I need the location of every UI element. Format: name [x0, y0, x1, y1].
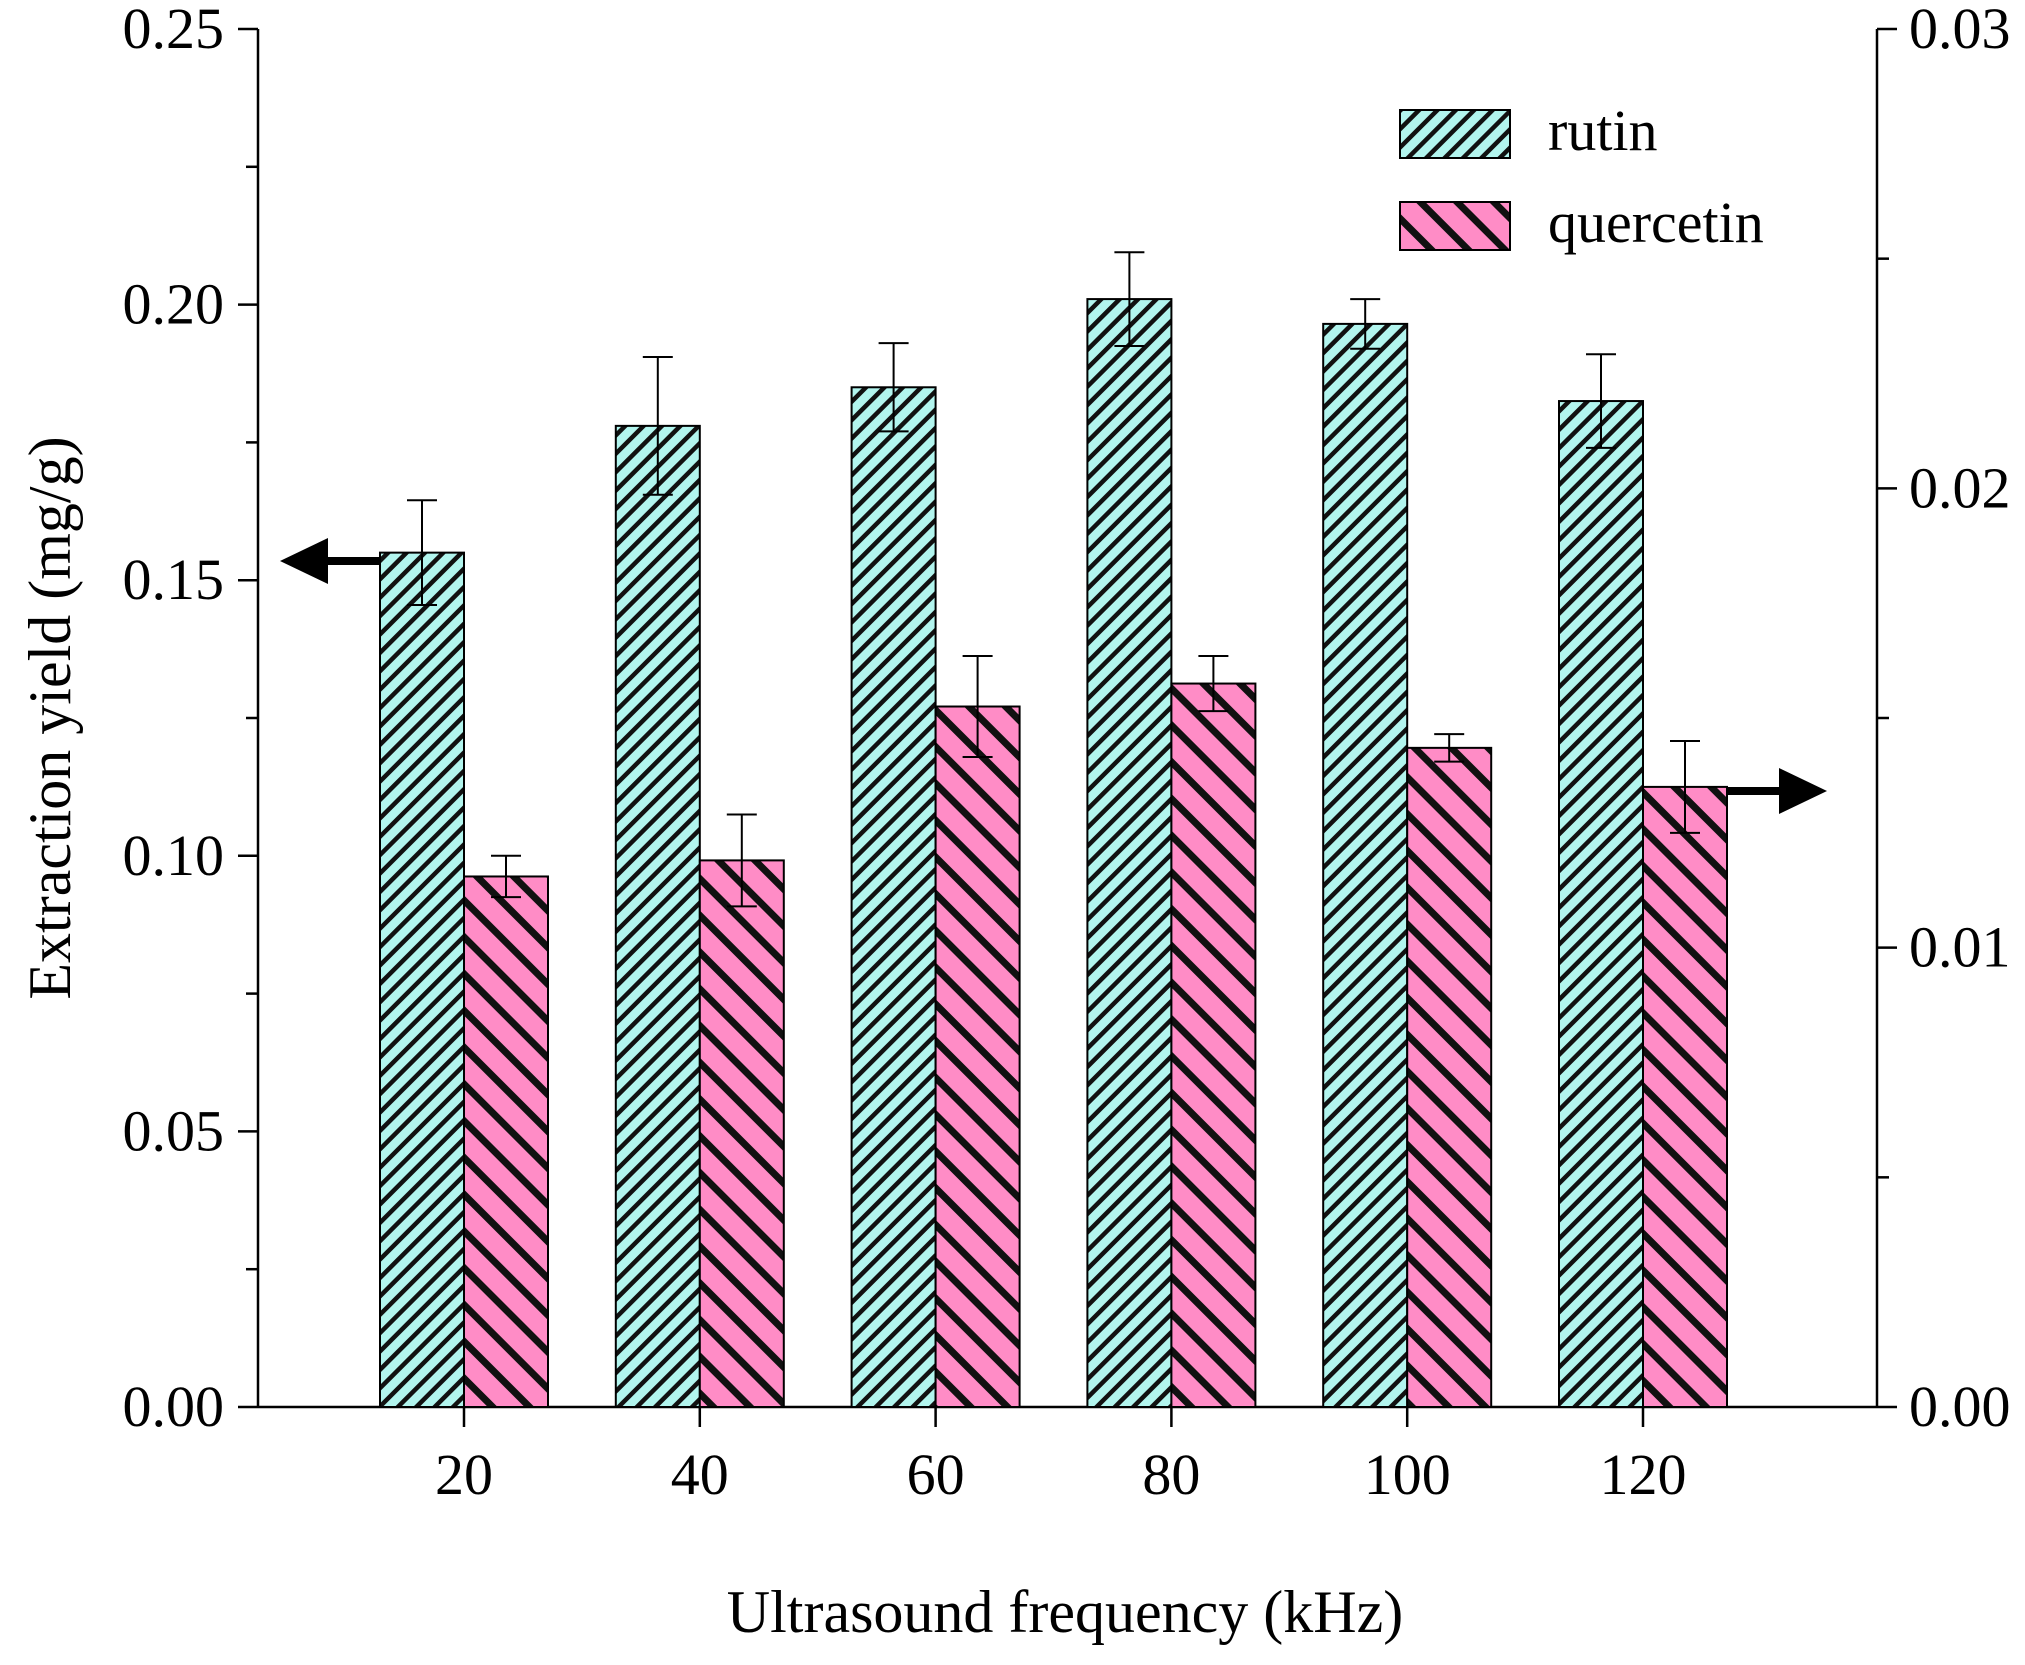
- left-tick-label: 0.05: [123, 1098, 225, 1163]
- left-tick-label: 0.25: [123, 0, 225, 61]
- y-axis-title: Extraction yield (mg/g): [17, 436, 83, 999]
- bar-rutin: [379, 551, 465, 1408]
- bar-series: [379, 298, 1728, 1409]
- right-tick-label: 0.03: [1909, 0, 2011, 61]
- left-tick-label: 0.10: [123, 823, 225, 888]
- left-tick-label: 0.20: [123, 272, 225, 337]
- bar-quercetin: [698, 859, 785, 1408]
- x-tick-label: 120: [1600, 1442, 1687, 1507]
- legend-label-quercetin: quercetin: [1548, 190, 1764, 255]
- left-tick-label: 0.15: [123, 547, 225, 612]
- bar-quercetin: [1170, 682, 1257, 1408]
- bar-quercetin: [463, 875, 549, 1408]
- x-axis-ticks: 20 40 60 80 100 120: [435, 1407, 1687, 1507]
- x-axis-title: Ultrasound frequency (kHz): [727, 1579, 1403, 1645]
- bar-rutin: [614, 424, 701, 1408]
- right-tick-label: 0.00: [1909, 1374, 2011, 1439]
- bar-quercetin: [1406, 746, 1493, 1408]
- x-tick-label: 40: [671, 1442, 729, 1507]
- right-axis-arrow: [1727, 768, 1827, 814]
- bar-quercetin: [1642, 785, 1728, 1408]
- left-axis-arrow: [280, 538, 380, 584]
- left-tick-label: 0.00: [123, 1374, 225, 1439]
- x-tick-label: 20: [435, 1442, 493, 1507]
- right-tick-label: 0.02: [1909, 455, 2011, 520]
- legend-swatch-rutin: [1399, 109, 1511, 159]
- bar-rutin: [1322, 322, 1409, 1409]
- legend: rutin quercetin: [1399, 98, 1764, 255]
- x-tick-label: 60: [907, 1442, 965, 1507]
- bar-rutin: [850, 386, 937, 1408]
- right-axis-ticks: 0.00 0.01 0.02 0.03: [1877, 0, 2011, 1439]
- x-tick-label: 100: [1364, 1442, 1451, 1507]
- bar-rutin: [1558, 400, 1644, 1408]
- right-tick-label: 0.01: [1909, 915, 2011, 980]
- left-axis-ticks: 0.00 0.05 0.10 0.15 0.20 0.25: [123, 0, 258, 1439]
- legend-label-rutin: rutin: [1548, 98, 1658, 163]
- error-bars: [407, 251, 1700, 908]
- bar-rutin: [1086, 298, 1173, 1408]
- legend-swatch-quercetin: [1399, 201, 1511, 251]
- bar-quercetin: [934, 705, 1021, 1408]
- x-tick-label: 80: [1142, 1442, 1200, 1507]
